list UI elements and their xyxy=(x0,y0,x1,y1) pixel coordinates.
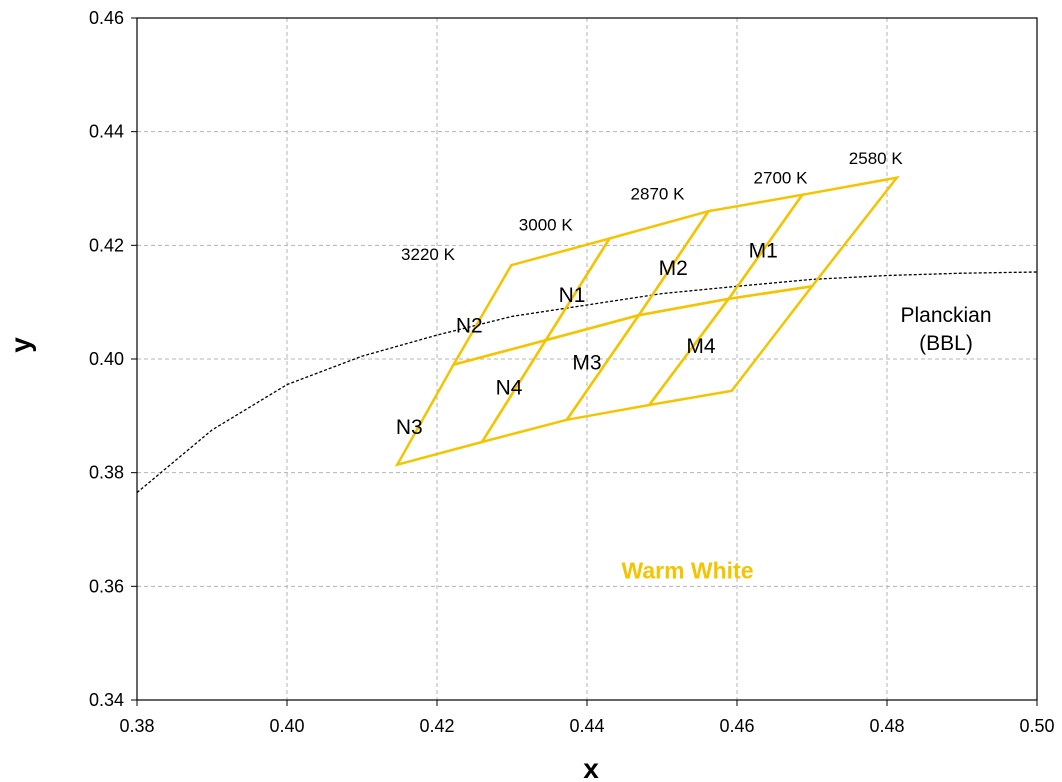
y-tick-label: 0.42 xyxy=(89,235,124,255)
y-tick-label: 0.40 xyxy=(89,349,124,369)
warm-white-bins xyxy=(394,175,900,467)
bin-m4-label: M4 xyxy=(686,335,715,358)
bin-n3-label: N3 xyxy=(396,416,423,439)
cct-label: 2870 K xyxy=(631,185,686,204)
cct-label: 3000 K xyxy=(519,215,574,234)
x-tick-label: 0.46 xyxy=(719,716,754,736)
bin-n1-label: N1 xyxy=(559,284,586,307)
y-tick-label: 0.38 xyxy=(89,463,124,483)
planckian-locus xyxy=(136,271,1038,494)
chart-annotations: N2 N1 M2 M1 N3 N4 M3 M4 3220 K 3000 K 2870 K 2700 K… xyxy=(396,149,992,584)
bin-n4-label: N4 xyxy=(496,376,523,399)
cct-label: 2580 K xyxy=(849,149,904,168)
cct-label: 3220 K xyxy=(401,245,456,264)
planckian-label: Planckian xyxy=(900,304,991,327)
bin-m4-outline xyxy=(646,284,815,407)
y-tick-label: 0.46 xyxy=(89,8,124,28)
x-axis-title: x xyxy=(583,753,599,782)
warm-white-label: Warm White xyxy=(621,557,753,583)
planckian-locus-line xyxy=(136,271,1038,494)
x-axis-ticks: 0.38 0.40 0.42 0.44 0.46 0.48 0.50 xyxy=(119,700,1055,736)
x-tick-label: 0.50 xyxy=(1019,716,1054,736)
bin-m2-label: M2 xyxy=(659,257,688,280)
bin-n2-label: N2 xyxy=(456,314,483,337)
cct-label: 2700 K xyxy=(754,169,809,188)
y-tick-label: 0.44 xyxy=(89,122,124,142)
x-tick-label: 0.48 xyxy=(869,716,904,736)
x-tick-label: 0.44 xyxy=(569,716,604,736)
bin-m1-outline xyxy=(725,175,900,301)
y-tick-label: 0.36 xyxy=(89,576,124,596)
x-tick-label: 0.38 xyxy=(119,716,154,736)
bin-m3-label: M3 xyxy=(572,351,601,374)
bin-n2-outline xyxy=(450,236,613,367)
grid-lines xyxy=(137,18,1037,700)
y-tick-label: 0.34 xyxy=(89,690,124,710)
x-tick-label: 0.42 xyxy=(419,716,454,736)
y-axis-title: y xyxy=(5,337,36,353)
y-axis-ticks: 0.34 0.36 0.38 0.40 0.42 0.44 0.46 xyxy=(89,8,137,710)
x-tick-label: 0.40 xyxy=(269,716,304,736)
planckian-sublabel: (BBL) xyxy=(919,332,973,355)
bin-m1-label: M1 xyxy=(749,239,778,262)
